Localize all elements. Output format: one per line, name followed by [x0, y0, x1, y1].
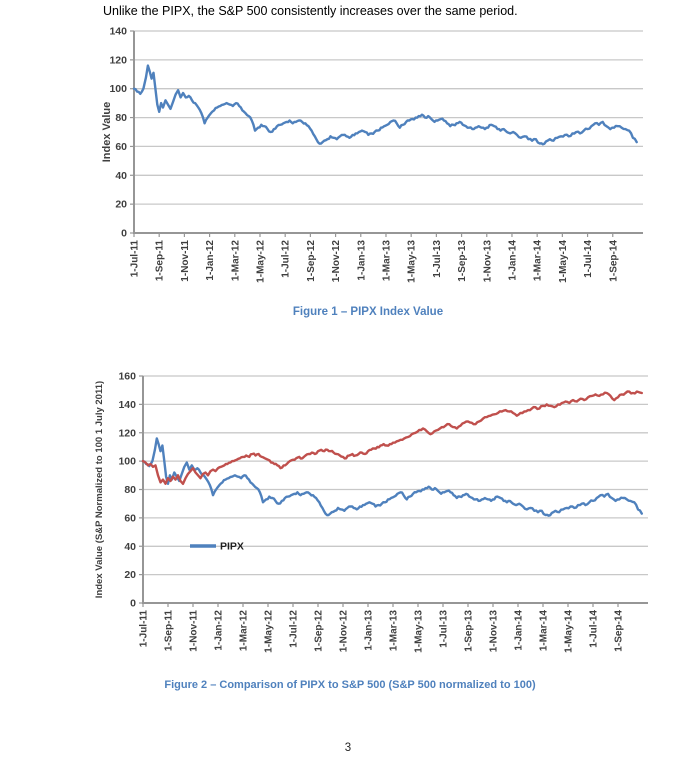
- x-tick-label: 1-Sep-12: [306, 240, 317, 282]
- x-tick-label: 1-Jul-11: [139, 610, 150, 648]
- x-tick-label: 1-Jan-12: [205, 240, 216, 281]
- x-tick-label: 1-Jul-14: [589, 610, 600, 648]
- x-tick-label: 1-Jul-14: [583, 240, 594, 278]
- y-tick-label: 80: [124, 484, 136, 496]
- pipx-index-value-chart: 0 20 40 60 80 100 120 140 1-Jul-11 1-Sep-11 1-Nov-…: [101, 26, 643, 283]
- pipx-series-line: [141, 437, 643, 517]
- x-tick-label: 1-Nov-11: [180, 240, 191, 282]
- x-tick-label: 1-Mar-14: [539, 610, 550, 652]
- body-text: Unlike the PIPX, the S&P 500 consistentl…: [103, 4, 518, 18]
- y-tick-label: 100: [109, 83, 127, 95]
- legend-label-pipx: PIPX: [220, 541, 244, 553]
- y-tick-label: 0: [130, 598, 136, 610]
- chart-legend: PIPX: [190, 541, 244, 553]
- x-tick-label: 1-Mar-12: [230, 240, 241, 282]
- gridlines: [143, 375, 648, 576]
- x-tick-label: 1-Jul-12: [281, 240, 292, 278]
- x-tick-label: 1-Jul-13: [439, 610, 450, 648]
- y-tick-label: 20: [124, 569, 136, 581]
- s-p-500-series-line: [141, 390, 643, 485]
- pipx-series-line: [132, 64, 638, 146]
- x-tick-label: 1-Sep-12: [314, 610, 325, 652]
- x-tick-label: 1-Mar-12: [239, 610, 250, 652]
- y-tick-label: 160: [118, 371, 136, 383]
- y-tick-label: 80: [115, 112, 127, 124]
- y-tick-label: 40: [124, 541, 136, 553]
- x-tick-label: 1-Jul-13: [432, 240, 443, 278]
- y-tick-label: 40: [115, 170, 127, 182]
- x-tick-label: 1-Jan-14: [514, 610, 525, 651]
- x-tick-label: 1-Sep-14: [608, 240, 619, 282]
- x-tick-label: 1-Jan-12: [214, 610, 225, 651]
- y-tick-label: 120: [109, 54, 127, 66]
- x-tick-label: 1-Mar-13: [389, 610, 400, 652]
- figure2-caption: Figure 2 – Comparison of PIPX to S&P 500…: [164, 679, 536, 691]
- y-tick-label: 120: [118, 427, 136, 439]
- x-tick-label: 1-Jul-11: [130, 240, 141, 278]
- x-tick-label: 1-Nov-13: [489, 610, 500, 653]
- pipx-vs-sp500-chart: 0 20 40 60 80 100 120 140 160 1-Jul-11 1-Sep-11 1-N…: [94, 371, 648, 653]
- x-tick-label: 1-May-12: [256, 240, 267, 283]
- x-tick-label: 1-Nov-11: [189, 610, 200, 652]
- x-tick-label: 1-Jan-13: [364, 610, 375, 651]
- axes: [139, 375, 648, 607]
- x-tick-label: 1-Nov-13: [482, 240, 493, 283]
- y-tick-label: 100: [118, 456, 136, 468]
- x-tick-label: 1-Mar-14: [533, 240, 544, 282]
- x-tick-label: 1-Jan-13: [356, 240, 367, 281]
- x-tick-label: 1-Sep-13: [457, 240, 468, 282]
- x-tick-label: 1-Jul-12: [289, 610, 300, 648]
- gridlines: [134, 30, 643, 205]
- page-number: 3: [344, 742, 352, 754]
- y-tick-label: 60: [124, 512, 136, 524]
- y-axis-title: Index Value: [101, 102, 113, 163]
- y-tick-label: 20: [115, 199, 127, 211]
- x-tick-label: 1-Sep-13: [464, 610, 475, 652]
- x-tick-label: 1-May-13: [414, 610, 425, 653]
- x-tick-label: 1-Mar-13: [382, 240, 393, 282]
- y-tick-label: 140: [118, 399, 136, 411]
- x-tick-label: 1-May-13: [407, 240, 418, 283]
- axes: [130, 30, 643, 237]
- x-tick-label: 1-Sep-14: [614, 610, 625, 652]
- y-tick-label: 60: [115, 141, 127, 153]
- x-tick-label: 1-May-14: [564, 610, 575, 653]
- x-tick-label: 1-Sep-11: [155, 240, 166, 282]
- x-tick-label: 1-Jan-14: [508, 240, 519, 281]
- x-tick-label: 1-May-14: [558, 240, 569, 283]
- x-tick-label: 1-Sep-11: [164, 610, 175, 652]
- y-tick-label: 0: [121, 228, 127, 240]
- y-tick-label: 140: [109, 26, 127, 38]
- x-tick-label: 1-May-12: [264, 610, 275, 653]
- y-axis-title: Index Value (S&P Normalized to 100 1 Jul…: [94, 381, 105, 598]
- x-tick-label: 1-Nov-12: [331, 240, 342, 283]
- figure1-caption: Figure 1 – PIPX Index Value: [292, 306, 444, 318]
- x-tick-label: 1-Nov-12: [339, 610, 350, 653]
